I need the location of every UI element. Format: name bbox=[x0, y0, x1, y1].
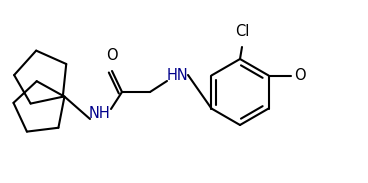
Text: HN: HN bbox=[166, 68, 188, 83]
Text: O: O bbox=[294, 68, 306, 83]
Text: Cl: Cl bbox=[235, 24, 249, 39]
Text: O: O bbox=[106, 48, 118, 63]
Text: NH: NH bbox=[89, 107, 111, 122]
